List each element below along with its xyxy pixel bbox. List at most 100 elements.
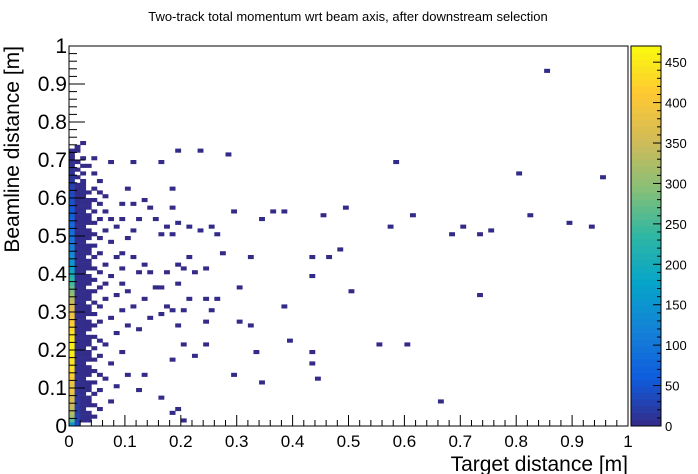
heatmap-bin (74, 334, 81, 339)
heatmap-bin (102, 228, 109, 233)
heatmap-bin (337, 247, 344, 252)
heatmap-bin (69, 399, 75, 404)
colorbar-swatch (631, 412, 661, 420)
heatmap-bin (309, 361, 316, 366)
heatmap-bin (80, 243, 87, 248)
heatmap-bin (69, 365, 75, 370)
heatmap-bin (85, 372, 92, 377)
heatmap-bin (203, 296, 210, 301)
heatmap-bin (152, 285, 159, 290)
heatmap-bin (175, 262, 182, 267)
colorbar-swatch (631, 219, 661, 227)
colorbar-swatch (631, 232, 661, 240)
heatmap-bin (164, 270, 170, 275)
heatmap-bin (108, 399, 115, 404)
heatmap-bin (91, 171, 98, 176)
heatmap-bin (74, 293, 81, 298)
heatmap-bin (69, 388, 75, 393)
x-axis-label: Target distance [m] (451, 453, 628, 474)
heatmap-bin (85, 251, 92, 256)
y-tick-label: 0 (55, 415, 67, 438)
heatmap-bin (80, 414, 87, 419)
heatmap-bin (69, 201, 75, 206)
colorbar-swatch (631, 359, 661, 367)
heatmap-bin (80, 384, 87, 389)
heatmap-bin (80, 255, 87, 260)
heatmap-bin (69, 209, 75, 214)
heatmap-bin (80, 308, 87, 313)
colorbar-swatch (631, 419, 661, 427)
heatmap-bin (85, 403, 92, 408)
heatmap-bin (69, 384, 75, 389)
heatmap-bin (69, 277, 75, 282)
heatmap-bin (259, 217, 265, 222)
heatmap-bin (203, 266, 210, 271)
heatmap-bin (158, 312, 165, 317)
heatmap-bin (74, 308, 81, 313)
heatmap-bin (566, 220, 573, 225)
heatmap-bin (69, 186, 75, 191)
heatmap-bin (208, 308, 215, 313)
heatmap-bin (124, 236, 131, 241)
heatmap-bin (80, 217, 87, 222)
heatmap-bin (80, 262, 87, 267)
heatmap-bin (69, 163, 75, 168)
heatmap-bin (69, 213, 75, 218)
heatmap-bin (85, 350, 92, 355)
heatmap-bin (326, 255, 333, 260)
colorbar-swatch (631, 92, 661, 100)
y-tick-label: 0.3 (38, 301, 67, 324)
heatmap-bin (96, 190, 103, 195)
heatmap-bin (69, 410, 75, 415)
colorbar-swatch (631, 259, 661, 267)
heatmap-bin (85, 205, 92, 210)
heatmap-bin (85, 274, 92, 279)
heatmap-bin (74, 224, 81, 229)
heatmap-bin (74, 380, 81, 385)
heatmap-bin (91, 312, 98, 317)
heatmap-bin (80, 236, 87, 241)
heatmap-bin (80, 357, 87, 362)
heatmap-bin (69, 376, 75, 381)
heatmap-bin (74, 289, 81, 294)
colorbar-swatch (631, 272, 661, 280)
heatmap-bin (80, 186, 87, 191)
y-tick-label: 0.9 (38, 73, 67, 96)
colorbar-swatch (631, 152, 661, 160)
heatmap-bin (96, 285, 103, 290)
heatmap-bin (74, 255, 81, 260)
heatmap-bin (85, 201, 92, 206)
heatmap-bin (74, 205, 81, 210)
plot-frame (68, 45, 629, 427)
heatmap-bin (80, 296, 87, 301)
heatmap-bin (158, 232, 165, 237)
colorbar-tick-label: 200 (665, 257, 687, 272)
colorbar-swatch (631, 46, 661, 54)
colorbar-tick-label: 150 (665, 298, 687, 313)
heatmap-bin (460, 224, 467, 229)
heatmap-bin (69, 171, 75, 176)
heatmap-bin (180, 418, 187, 423)
heatmap-bin (91, 346, 98, 351)
colorbar-tick-label: 100 (665, 338, 687, 353)
heatmap-bin (69, 152, 75, 157)
colorbar-swatch (631, 326, 661, 334)
heatmap-bin (236, 319, 243, 324)
heatmap-bin (85, 308, 92, 313)
heatmap-bin (74, 391, 81, 396)
heatmap-bin (119, 308, 126, 313)
heatmap-bin (96, 388, 103, 393)
heatmap-bin (74, 198, 81, 203)
heatmap-bin (69, 160, 75, 165)
colorbar-tick-label: 400 (665, 96, 687, 111)
heatmap-bin (231, 209, 237, 214)
heatmap-bin (96, 407, 103, 412)
heatmap-bin (544, 68, 551, 73)
heatmap-bin (74, 220, 81, 225)
heatmap-bin (80, 289, 87, 294)
heatmap-bin (69, 228, 75, 233)
heatmap-bin (74, 239, 81, 244)
heatmap-bin (516, 171, 523, 176)
heatmap-bin (69, 274, 75, 279)
heatmap-bin (169, 308, 176, 313)
